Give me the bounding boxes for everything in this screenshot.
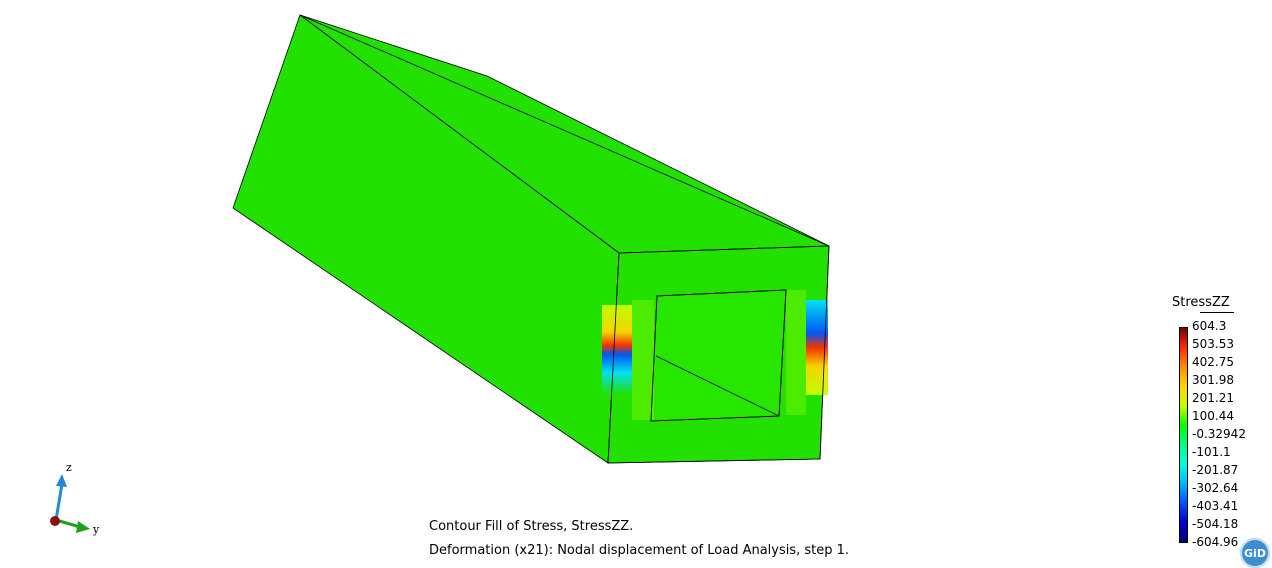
stress-hotspot-right bbox=[806, 300, 828, 395]
axis-z-label: z bbox=[66, 461, 72, 474]
cavity-mesh-edge bbox=[655, 355, 780, 417]
legend-label: -201.87 bbox=[1192, 463, 1239, 477]
gid-logo: GiD bbox=[1240, 538, 1270, 568]
legend-label: -504.18 bbox=[1192, 517, 1239, 531]
legend-label: 201.21 bbox=[1192, 391, 1234, 405]
beam-cavity bbox=[650, 289, 787, 422]
legend-label: 503.53 bbox=[1192, 337, 1234, 351]
cavity-outline bbox=[650, 289, 787, 422]
contour-caption: Contour Fill of Stress, StressZZ. bbox=[429, 519, 634, 534]
legend-label: 604.3 bbox=[1192, 319, 1227, 333]
axis-triad bbox=[50, 474, 90, 533]
end-face-outline bbox=[607, 245, 830, 464]
stress-hotspot-left bbox=[602, 305, 632, 395]
axis-y-label: y bbox=[93, 523, 100, 536]
mesh-edge bbox=[299, 14, 830, 247]
legend-label: 100.44 bbox=[1192, 409, 1234, 423]
legend-label: -0.32942 bbox=[1192, 427, 1246, 441]
legend-color-bar bbox=[1179, 327, 1188, 543]
stress-halo-right bbox=[786, 290, 806, 415]
legend-label: -302.64 bbox=[1192, 481, 1239, 495]
legend-underline bbox=[1200, 312, 1234, 313]
legend-label: 402.75 bbox=[1192, 355, 1234, 369]
deformation-caption: Deformation (x21): Nodal displacement of… bbox=[429, 543, 850, 558]
stress-halo-left bbox=[632, 300, 654, 420]
legend-label: -101.1 bbox=[1192, 445, 1231, 459]
legend-label: -604.96 bbox=[1192, 535, 1239, 549]
legend-title: StressZZ bbox=[1172, 295, 1230, 310]
legend-label: -403.41 bbox=[1192, 499, 1239, 513]
legend-label: 301.98 bbox=[1192, 373, 1234, 387]
